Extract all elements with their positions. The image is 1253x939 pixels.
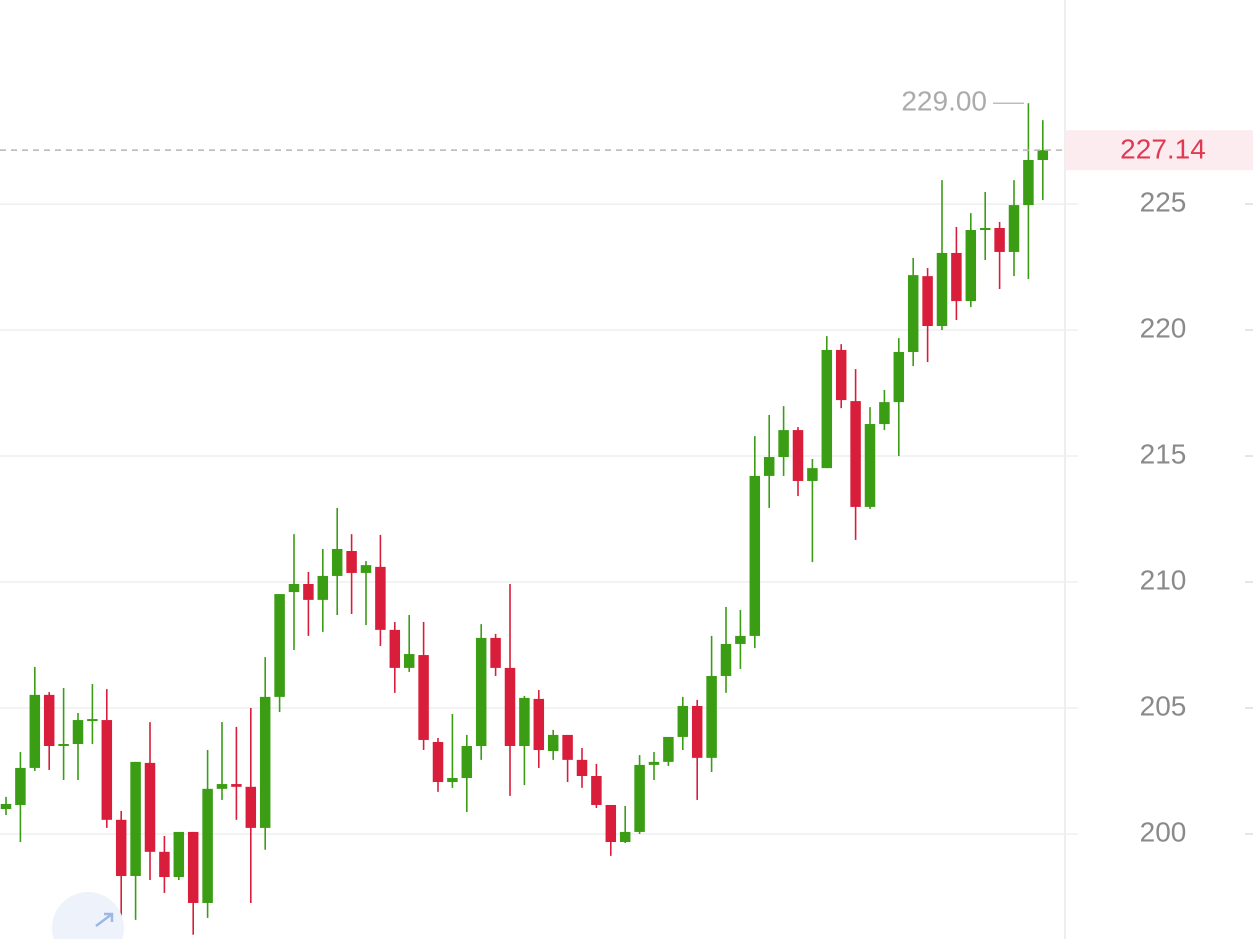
candle-body [101, 720, 113, 820]
candle-body [375, 566, 386, 630]
candle-body [303, 584, 314, 600]
candle-body [29, 694, 41, 768]
candle-body [15, 767, 26, 805]
candle-body [547, 734, 559, 752]
candle-body [288, 584, 300, 593]
candle-body [0, 803, 12, 809]
candle-body [951, 252, 962, 302]
candle-body [1037, 150, 1049, 160]
candle-body [605, 804, 617, 843]
overlay: 227.14 229.00 [0, 86, 1253, 171]
candle-body [1008, 205, 1020, 252]
candle-body [245, 786, 257, 828]
candle-body [144, 762, 156, 852]
candle-body [850, 401, 861, 507]
candle-body [173, 831, 185, 878]
candle-body [447, 778, 458, 783]
candle-body [648, 761, 660, 765]
y-tick-label: 210 [1140, 564, 1187, 595]
candle-body [735, 635, 746, 644]
candle-body [403, 654, 415, 668]
grid: 200 205 210 215 220 225 [0, 186, 1253, 847]
last-price-label: 227.14 [1120, 134, 1206, 165]
candle-body [130, 761, 141, 877]
candle-body [965, 230, 977, 302]
candle-body [432, 741, 444, 783]
candle-body [389, 629, 401, 668]
candle-body [907, 275, 919, 352]
candle-body [58, 743, 69, 747]
candle-body [821, 349, 833, 469]
candle-body [864, 424, 876, 507]
candle-body [893, 351, 905, 403]
candle-body [749, 475, 761, 636]
candle-body [317, 575, 329, 600]
candle-body [202, 788, 213, 903]
candle-body [490, 637, 501, 668]
candle-body [360, 565, 372, 573]
max-marker-label: 229.00 [901, 86, 987, 117]
candle-body [778, 430, 789, 458]
candle-body [216, 784, 228, 789]
candle-body [461, 746, 473, 779]
candle-body [475, 637, 487, 747]
y-tick-label: 225 [1140, 186, 1187, 217]
candle-body [663, 736, 674, 762]
candle-body [619, 831, 631, 843]
candle-body [1023, 159, 1034, 206]
candle-body [418, 655, 429, 740]
candle-body [72, 720, 84, 744]
scroll-icon [95, 912, 114, 927]
candle-body [562, 734, 573, 760]
candle-body [87, 719, 98, 722]
candle-body [677, 705, 689, 737]
candle-body [533, 698, 545, 751]
candle-body [259, 696, 271, 828]
candle-body [763, 457, 775, 476]
candle-body [835, 349, 847, 401]
y-tick-label: 205 [1140, 690, 1187, 721]
candle-body [231, 784, 242, 787]
candle-body [979, 228, 991, 231]
candle-body [936, 252, 948, 327]
candle-body [691, 705, 703, 758]
candles [0, 103, 1049, 935]
candle-body [706, 675, 717, 758]
y-tick-label: 200 [1140, 816, 1187, 847]
scroll-button[interactable] [52, 892, 124, 939]
candle-body [187, 831, 199, 903]
candle-body [504, 667, 516, 747]
candle-body [115, 819, 127, 877]
candle-body [879, 402, 890, 425]
y-tick-label: 215 [1140, 438, 1187, 469]
candle-body [519, 697, 530, 747]
candle-body [720, 643, 732, 676]
candle-body [576, 759, 588, 776]
candle-body [634, 764, 645, 832]
candle-body [591, 775, 602, 805]
candle-body [331, 548, 343, 576]
candle-body [994, 228, 1005, 252]
candle-body [792, 430, 804, 481]
candle-body [346, 551, 357, 573]
candle-body [807, 468, 818, 481]
last-price-box [1065, 130, 1253, 171]
candle-body [922, 276, 933, 327]
candle-body [159, 851, 170, 878]
candle-body [43, 694, 55, 747]
candle-body [274, 594, 285, 697]
y-tick-label: 220 [1140, 312, 1187, 343]
